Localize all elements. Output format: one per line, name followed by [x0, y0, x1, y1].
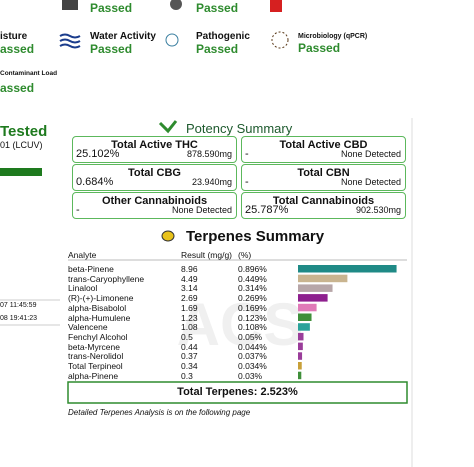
header: (%)	[238, 250, 252, 260]
cell: 0.44	[181, 341, 198, 352]
note: Detailed Terpenes Analysis is on the fol…	[68, 408, 251, 417]
status: Passed	[196, 42, 239, 56]
box-mg: None Detected	[340, 149, 401, 159]
cell: 0.05%	[238, 331, 263, 342]
box-mg: 878.590mg	[186, 149, 232, 159]
cell: trans-Nerolidol	[68, 351, 124, 362]
cell: 2.69	[181, 293, 198, 304]
cell: 0.044%	[238, 341, 267, 352]
status: Passed	[90, 42, 133, 56]
terpene-bar	[298, 274, 348, 283]
section-title: Terpenes Summary	[186, 228, 325, 245]
potency-box: Total CBN - None Detected	[241, 164, 406, 191]
box-label: Total Active CBD	[279, 139, 368, 151]
time: 08 19:41:23	[0, 315, 37, 322]
box-mg: None Detected	[171, 205, 232, 215]
cell: 0.269%	[238, 293, 267, 304]
cell: 1.69	[181, 302, 198, 313]
cell: 0.3	[181, 370, 193, 381]
box-mg: 902.530mg	[355, 205, 401, 215]
box-percent: -	[245, 148, 249, 160]
box-label: Total CBG	[128, 167, 181, 179]
terpene-bar	[298, 313, 312, 321]
box-percent: 25.102%	[76, 148, 120, 160]
cell: 0.123%	[238, 312, 267, 323]
svg-text:ACS: ACS	[177, 291, 304, 358]
cell: 0.108%	[238, 322, 267, 333]
potency-box: Other Cannabinoids - None Detected	[72, 192, 237, 219]
box-percent: 25.787%	[245, 204, 289, 216]
box-mg: 23.940mg	[191, 177, 232, 187]
cell: 4.49	[181, 273, 198, 284]
status: Passed	[196, 1, 239, 15]
potency-box: Total Active THC 25.102% 878.590mg	[72, 136, 237, 163]
cell: trans-Caryophyllene	[68, 273, 145, 284]
cell: 0.34	[181, 361, 198, 371]
test-name: isture	[0, 31, 28, 42]
terpene-bar	[298, 332, 304, 341]
box-label: Total Cannabinoids	[272, 195, 375, 207]
terpene-bar	[298, 303, 317, 312]
potency-box: Total Cannabinoids 25.787% 902.530mg	[241, 192, 406, 219]
test-name: Contaminant Load	[0, 70, 58, 77]
header: Result (mg/g)	[181, 250, 233, 260]
cell: Fenchyl Alcohol	[68, 331, 128, 342]
potency-box: Total Active CBD - None Detected	[241, 136, 406, 163]
cell: 0.169%	[238, 302, 267, 313]
section-title: Potency Summary	[186, 121, 293, 136]
cell: beta-Myrcene	[68, 341, 120, 352]
cell: 0.37	[181, 351, 198, 362]
cell: 1.08	[181, 322, 198, 333]
status: Passed	[90, 1, 133, 15]
box-label: Total Active THC	[111, 139, 198, 151]
sample-status: Tested	[0, 123, 48, 140]
cell: 0.314%	[238, 283, 267, 294]
box-mg: None Detected	[340, 177, 401, 187]
cell: Linalool	[68, 283, 98, 294]
terpene-bar	[298, 362, 302, 370]
status: assed	[0, 42, 35, 56]
test-name: Pathogenic	[196, 31, 250, 42]
header: Analyte	[68, 250, 97, 260]
cell: 0.037%	[238, 351, 267, 362]
terpene-bar	[298, 323, 310, 331]
test-name: Water Activity	[90, 31, 156, 42]
cell: 0.5	[181, 331, 193, 342]
terpene-bar	[298, 265, 397, 273]
test-name: Microbiology (qPCR)	[298, 33, 368, 40]
cell: Total Terpineol	[68, 361, 123, 371]
status: Passed	[298, 41, 341, 55]
cell: beta-Pinene	[68, 264, 114, 274]
box-label: Other Cannabinoids	[101, 195, 208, 207]
cell: 0.896%	[238, 264, 267, 274]
cell: (R)-(+)-Limonene	[68, 293, 134, 304]
box-label: Total CBN	[297, 167, 350, 179]
box-percent: -	[245, 176, 249, 188]
cell: Valencene	[68, 322, 108, 333]
cell: 0.03%	[238, 370, 263, 381]
potency-box: Total CBG 0.684% 23.940mg	[72, 164, 237, 191]
terpene-bar	[298, 294, 328, 302]
cell: 3.14	[181, 283, 198, 294]
cell: alpha-Pinene	[68, 370, 119, 381]
status: assed	[0, 81, 35, 95]
box-percent: -	[76, 204, 80, 216]
terpene-bar	[298, 371, 302, 380]
terpene-bar	[298, 284, 333, 292]
total: Total Terpenes: 2.523%	[177, 386, 298, 398]
time: 07 11:45:59	[0, 302, 37, 309]
box-percent: 0.684%	[76, 176, 114, 188]
cell: 0.449%	[238, 273, 267, 284]
cell: alpha-Humulene	[68, 312, 131, 323]
terpene-bar	[298, 352, 303, 360]
cell: alpha-Bisabolol	[68, 302, 127, 313]
terpene-bar	[298, 342, 303, 351]
cell: 8.96	[181, 264, 198, 274]
cell: 0.034%	[238, 361, 267, 371]
cell: 1.23	[181, 312, 198, 323]
sample-id: 01 (LCUV)	[0, 140, 43, 150]
